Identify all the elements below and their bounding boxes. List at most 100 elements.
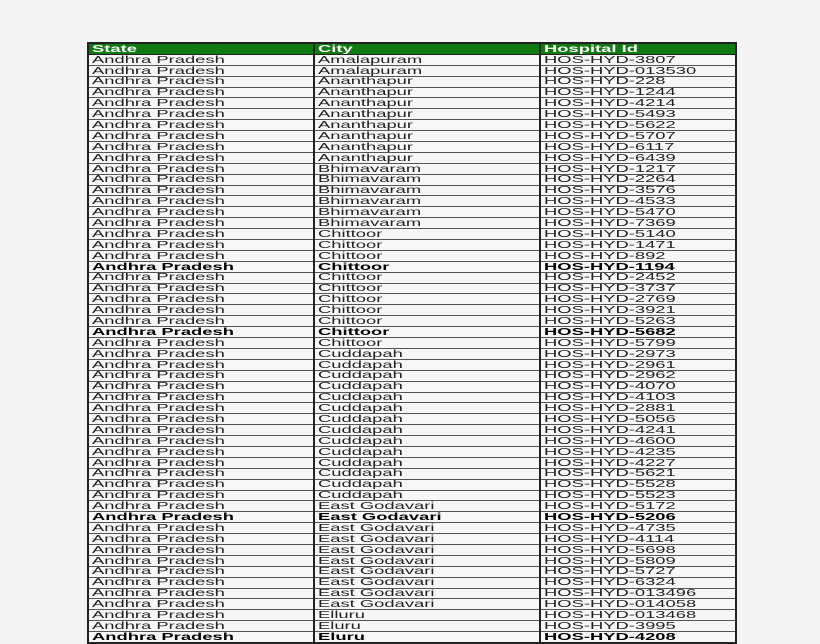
hospital-id-cell: HOS-HYD-4208 bbox=[540, 631, 737, 644]
hospital-id-cell-text: HOS-HYD-4114 bbox=[544, 533, 675, 545]
hospital-id-cell-text: HOS-HYD-1194 bbox=[544, 261, 675, 273]
city-cell-text: Ananthapur bbox=[318, 87, 414, 98]
state-cell-text: Andhra Pradesh bbox=[92, 141, 225, 153]
city-cell-text: Chittoor bbox=[318, 283, 383, 294]
city-cell: East Godavari bbox=[314, 598, 541, 611]
city-cell-text: Cuddapah bbox=[318, 370, 403, 382]
hospital-id-cell: HOS-HYD-013530 bbox=[540, 65, 737, 77]
state-cell-text: Andhra Pradesh bbox=[92, 206, 225, 218]
table-row: Andhra Pradesh East Godavari HOS-HYD-01349… bbox=[88, 588, 737, 600]
hospital-id-cell-text: HOS-HYD-013496 bbox=[544, 588, 697, 599]
hospital-id-cell-text: HOS-HYD-5622 bbox=[544, 119, 676, 131]
state-cell-text: Andhra Pradesh bbox=[92, 511, 234, 523]
state-cell-text: Andhra Pradesh bbox=[92, 228, 225, 240]
state-cell-text: Andhra Pradesh bbox=[92, 533, 225, 545]
state-cell: Andhra Pradesh bbox=[88, 555, 315, 567]
city-cell: Amalapuram bbox=[314, 65, 541, 77]
table-row: Andhra Pradesh Cuddapah HOS-HYD-5056 bbox=[88, 413, 737, 426]
state-cell-text: Andhra Pradesh bbox=[92, 631, 234, 643]
city-cell-text: Chittoor bbox=[318, 272, 383, 284]
city-cell-text: Eluru bbox=[318, 620, 361, 632]
city-cell: Cuddapah bbox=[314, 446, 541, 458]
hospital-id-cell: HOS-HYD-5622 bbox=[540, 119, 737, 132]
city-cell: Cuddapah bbox=[314, 359, 541, 371]
city-cell: Ananthapur bbox=[314, 108, 541, 121]
city-cell: East Godavari bbox=[314, 500, 541, 513]
hospital-id-cell-text: HOS-HYD-4227 bbox=[544, 457, 676, 469]
state-cell: Andhra Pradesh bbox=[88, 119, 315, 132]
hospital-id-cell-text: HOS-HYD-2452 bbox=[544, 272, 676, 284]
hospital-id-cell: HOS-HYD-5470 bbox=[540, 206, 737, 219]
table-row: Andhra Pradesh East Godavari HOS-HYD-5206 bbox=[88, 511, 737, 524]
state-cell-text: Andhra Pradesh bbox=[92, 490, 225, 501]
city-cell-text: East Godavari bbox=[318, 577, 435, 589]
table-row: Andhra Pradesh Chittoor HOS-HYD-3737 bbox=[88, 283, 737, 295]
table-row: Andhra Pradesh Cuddapah HOS-HYD-4227 bbox=[88, 457, 737, 469]
hospital-id-cell-text: HOS-HYD-2264 bbox=[544, 174, 676, 186]
state-cell: Andhra Pradesh bbox=[88, 239, 315, 251]
hospital-id-cell-text: HOS-HYD-4070 bbox=[544, 381, 676, 392]
table-row: Andhra Pradesh Eluru HOS-HYD-4208 bbox=[88, 631, 737, 644]
hospital-id-cell: HOS-HYD-4600 bbox=[540, 435, 737, 447]
table-row: Andhra Pradesh East Godavari HOS-HYD-6324 bbox=[88, 577, 737, 589]
hospital-id-cell: HOS-HYD-2264 bbox=[540, 174, 737, 186]
hospital-id-cell-text: HOS-HYD-5056 bbox=[544, 413, 676, 425]
hospital-id-cell: HOS-HYD-1217 bbox=[540, 163, 737, 175]
table-row: Andhra Pradesh Cuddapah HOS-HYD-4070 bbox=[88, 381, 737, 393]
hospital-id-cell-text: HOS-HYD-4214 bbox=[544, 97, 676, 109]
city-cell-text: East Godavari bbox=[318, 566, 435, 578]
city-cell-text: Amalapuram bbox=[318, 65, 423, 77]
city-cell: Elluru bbox=[314, 609, 541, 622]
hospital-id-cell-text: HOS-HYD-5698 bbox=[544, 544, 676, 556]
hospital-id-cell-text: HOS-HYD-013468 bbox=[544, 609, 697, 621]
hospital-id-cell: HOS-HYD-5206 bbox=[540, 511, 737, 524]
state-cell: Andhra Pradesh bbox=[88, 446, 315, 458]
state-cell: Andhra Pradesh bbox=[88, 566, 315, 578]
table-row: Andhra Pradesh Cuddapah HOS-HYD-4600 bbox=[88, 435, 737, 447]
city-cell: Cuddapah bbox=[314, 457, 541, 469]
city-cell: East Godavari bbox=[314, 588, 541, 600]
state-cell-text: Andhra Pradesh bbox=[92, 424, 225, 436]
hospital-id-cell: HOS-HYD-5727 bbox=[540, 566, 737, 578]
hospital-id-cell: HOS-HYD-5707 bbox=[540, 130, 737, 143]
table-row: Andhra Pradesh Ananthapur HOS-HYD-1244 bbox=[88, 87, 737, 99]
table-row: Andhra Pradesh Cuddapah HOS-HYD-4241 bbox=[88, 424, 737, 437]
city-cell: Cuddapah bbox=[314, 468, 541, 480]
table-row: Andhra Pradesh Chittoor HOS-HYD-2769 bbox=[88, 293, 737, 306]
hospital-id-cell-text: HOS-HYD-2962 bbox=[544, 370, 676, 382]
state-cell: Andhra Pradesh bbox=[88, 76, 315, 88]
city-cell: Cuddapah bbox=[314, 392, 541, 404]
city-cell-text: Bhimavaram bbox=[318, 195, 422, 207]
city-cell: Eluru bbox=[314, 631, 541, 644]
city-cell: Bhimavaram bbox=[314, 206, 541, 219]
state-cell-text: Andhra Pradesh bbox=[92, 87, 225, 98]
state-cell-text: Andhra Pradesh bbox=[92, 588, 225, 599]
state-cell-text: Andhra Pradesh bbox=[92, 598, 225, 610]
header-city-label: City bbox=[318, 43, 353, 55]
table-row: Andhra Pradesh Chittoor HOS-HYD-1471 bbox=[88, 239, 737, 251]
city-cell: Cuddapah bbox=[314, 348, 541, 360]
hospital-id-cell-text: HOS-HYD-1244 bbox=[544, 87, 676, 98]
hospital-id-cell-text: HOS-HYD-4735 bbox=[544, 522, 676, 534]
city-cell: Cuddapah bbox=[314, 424, 541, 437]
state-cell: Andhra Pradesh bbox=[88, 457, 315, 469]
city-cell-text: Chittoor bbox=[318, 315, 383, 327]
hospital-id-cell: HOS-HYD-6439 bbox=[540, 152, 737, 164]
hospital-id-cell-text: HOS-HYD-5470 bbox=[544, 206, 676, 218]
city-cell: Chittoor bbox=[314, 326, 541, 339]
table-row: Andhra Pradesh Bhimavaram HOS-HYD-4533 bbox=[88, 195, 737, 208]
hospital-id-cell: HOS-HYD-892 bbox=[540, 250, 737, 262]
table-row: Andhra Pradesh Cuddapah HOS-HYD-2961 bbox=[88, 359, 737, 371]
state-cell-text: Andhra Pradesh bbox=[92, 522, 225, 534]
hospital-id-cell: HOS-HYD-013496 bbox=[540, 588, 737, 600]
city-cell-text: Bhimavaram bbox=[318, 163, 422, 175]
hospital-id-cell-text: HOS-HYD-4103 bbox=[544, 392, 676, 403]
state-cell: Andhra Pradesh bbox=[88, 337, 315, 349]
city-cell-text: Ananthapur bbox=[318, 141, 414, 153]
state-cell: Andhra Pradesh bbox=[88, 348, 315, 360]
city-cell: Chittoor bbox=[314, 261, 541, 273]
hospital-id-cell-text: HOS-HYD-5493 bbox=[544, 108, 676, 120]
city-cell-text: East Godavari bbox=[318, 511, 442, 523]
city-cell-text: Chittoor bbox=[318, 293, 383, 305]
city-cell: Ananthapur bbox=[314, 119, 541, 132]
